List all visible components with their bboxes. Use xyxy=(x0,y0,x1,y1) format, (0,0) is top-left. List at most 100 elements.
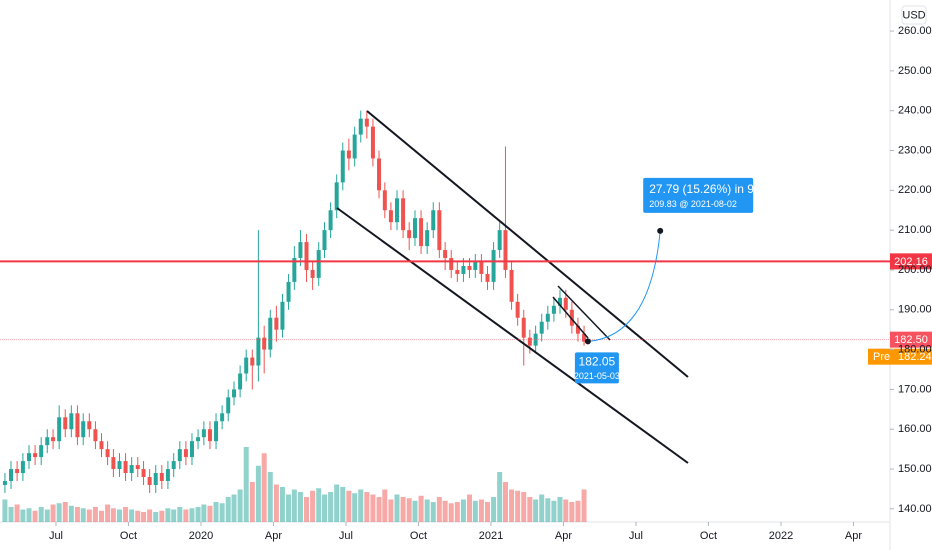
volume-bar xyxy=(436,497,442,522)
volume-bar xyxy=(195,507,201,522)
candle-body xyxy=(81,421,86,438)
candle-body xyxy=(165,469,170,481)
volume-bar xyxy=(478,499,484,522)
candle-body xyxy=(171,461,176,470)
candle-body xyxy=(39,445,44,458)
candle-body xyxy=(214,421,219,442)
candle-body xyxy=(527,337,532,346)
volume-bar xyxy=(14,504,20,522)
candle-body xyxy=(129,465,134,474)
y-tick-label: 220.00 xyxy=(898,184,932,196)
candle-body xyxy=(298,242,303,259)
volume-bar xyxy=(267,472,273,522)
volume-bar xyxy=(32,510,38,522)
premarket-box xyxy=(868,348,932,365)
candle-body xyxy=(455,269,460,274)
candle-body xyxy=(117,461,122,470)
volume-bar xyxy=(44,509,50,522)
volume-bar xyxy=(129,509,135,522)
x-tick-label: Apr xyxy=(265,530,282,542)
candle-body xyxy=(274,317,279,330)
volume-bar xyxy=(183,509,189,522)
candle-body xyxy=(412,218,417,239)
volume-bar xyxy=(382,489,388,522)
x-tick-label: Oct xyxy=(410,530,427,542)
volume-bar xyxy=(56,503,62,522)
volume-bar xyxy=(328,492,334,522)
y-tick-label: 200.00 xyxy=(898,264,932,276)
volume-bar xyxy=(171,509,177,522)
volume-bar xyxy=(551,500,557,522)
candle-body xyxy=(491,250,496,282)
x-tick-label: 2021 xyxy=(479,530,503,542)
volume-bar xyxy=(219,503,225,522)
candle-body xyxy=(328,210,333,231)
volume-bar xyxy=(92,507,98,522)
volume-bar xyxy=(358,489,364,522)
candle-body xyxy=(286,281,291,302)
volume-bar xyxy=(86,509,92,522)
candle-body xyxy=(250,357,255,366)
volume-bar xyxy=(394,494,400,522)
candle-body xyxy=(431,210,436,231)
candle-body xyxy=(515,301,520,318)
volume-bar xyxy=(147,509,153,522)
volume-bar xyxy=(460,499,466,522)
volume-bar xyxy=(273,484,279,522)
volume-bar xyxy=(74,507,80,522)
wedge-line xyxy=(557,285,611,341)
candle-body xyxy=(575,325,580,334)
overlay-layer: 202.16 182.50 Pre 182.24 182.05 2021-05-03 27.… xyxy=(0,177,932,384)
x-tick-label: 2022 xyxy=(769,530,793,542)
volume-bar xyxy=(502,482,508,522)
volume-bar xyxy=(62,502,68,522)
candle-body xyxy=(45,437,50,446)
candle-body xyxy=(232,389,237,398)
volume-bar xyxy=(8,507,14,522)
projection-point xyxy=(657,227,664,234)
pivot-point xyxy=(584,338,591,345)
candle-body xyxy=(370,126,375,159)
candle-layer xyxy=(2,110,587,493)
x-tick-label: Oct xyxy=(700,530,717,542)
x-tick-label: Jul xyxy=(629,530,643,542)
candle-body xyxy=(485,273,490,282)
candle-body xyxy=(159,473,164,481)
candle-body xyxy=(268,317,273,350)
volume-bar xyxy=(261,453,267,522)
candle-body xyxy=(479,261,484,274)
volume-bar xyxy=(545,498,551,522)
volume-bar xyxy=(563,499,569,522)
y-tick-label: 180.00 xyxy=(898,343,932,355)
price-label-box xyxy=(890,253,932,270)
candle-body xyxy=(382,190,387,211)
candle-body xyxy=(467,265,472,270)
volume-bar xyxy=(225,497,231,522)
volume-bar xyxy=(243,447,249,522)
volume-bar xyxy=(557,497,563,522)
volume-bar xyxy=(467,494,473,522)
candle-body xyxy=(316,250,321,278)
volume-bar xyxy=(159,510,165,522)
volume-bar xyxy=(442,500,448,522)
volume-bar xyxy=(575,500,581,522)
volume-bar xyxy=(165,508,171,522)
candle-body xyxy=(551,305,556,314)
y-tick-label: 210.00 xyxy=(898,224,932,236)
candle-body xyxy=(407,230,412,239)
volume-bar xyxy=(177,507,183,522)
candle-body xyxy=(111,457,116,470)
volume-bar xyxy=(2,499,8,522)
volume-bar xyxy=(110,508,116,522)
candle-body xyxy=(153,473,158,485)
candle-body xyxy=(461,265,466,274)
volume-bar xyxy=(310,490,316,522)
x-tick-label: Jul xyxy=(339,530,353,542)
volume-bar xyxy=(80,508,86,522)
candle-body xyxy=(2,480,7,485)
volume-bar xyxy=(430,502,436,522)
volume-bar xyxy=(189,508,195,522)
volume-bar xyxy=(340,487,346,522)
